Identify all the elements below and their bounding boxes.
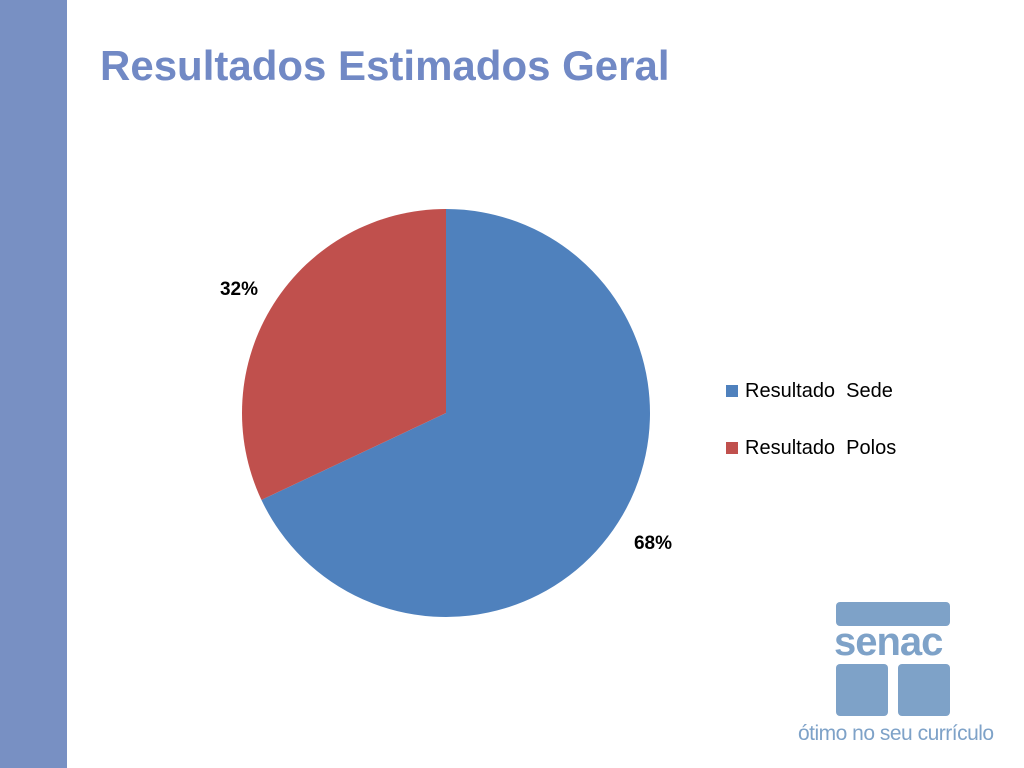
logo-tagline: ótimo no seu currículo (798, 722, 994, 745)
legend-label: Resultado Polos (745, 436, 897, 459)
data-label-sede: 68% (634, 533, 672, 554)
slide-title: Resultados Estimados Geral (100, 42, 670, 89)
senac-logo: senac ótimo no seu currículo (790, 600, 994, 750)
logo-square-left (836, 664, 888, 716)
legend-item-sede: Resultado Sede (726, 378, 896, 404)
left-accent-bar (0, 0, 67, 768)
logo-square-right (898, 664, 950, 716)
legend-swatch (726, 385, 738, 397)
chart-legend: Resultado Sede Resultado Polos (726, 378, 896, 492)
legend-label: Resultado Sede (745, 379, 893, 402)
pie-slice-sede (261, 209, 650, 617)
logo-top-bar (836, 602, 950, 626)
legend-item-polos: Resultado Polos (726, 435, 896, 461)
pie-slice-polos (241, 209, 446, 500)
logo-wordmark: senac (834, 620, 943, 664)
legend-swatch (726, 442, 738, 454)
data-label-polos: 32% (220, 279, 258, 300)
